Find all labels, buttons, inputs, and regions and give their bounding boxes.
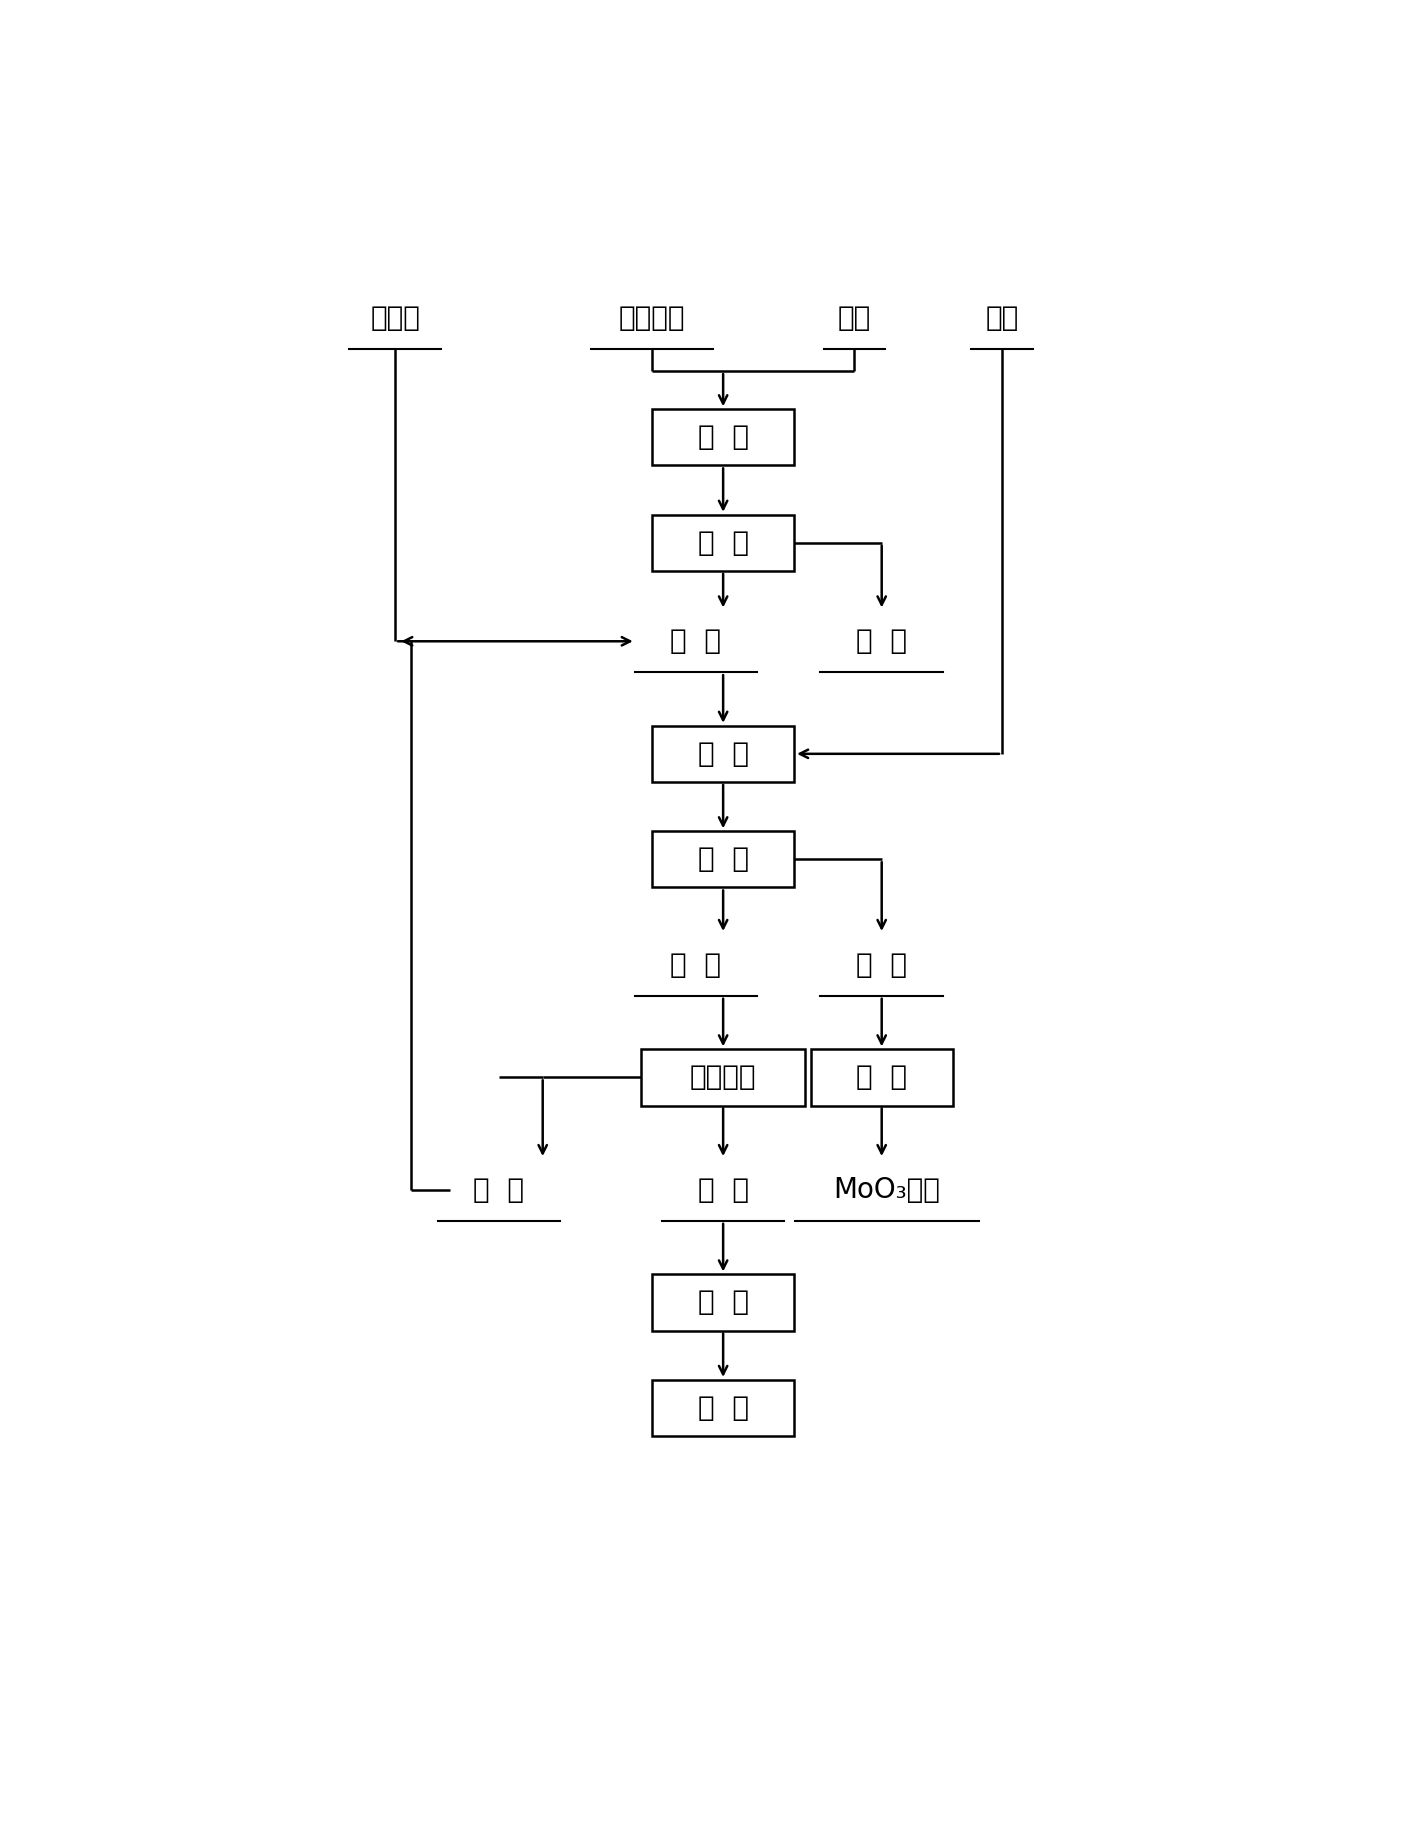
Text: MoO₃产品: MoO₃产品 — [834, 1177, 941, 1204]
Bar — [652, 409, 794, 466]
Text: 过  滤: 过 滤 — [697, 528, 749, 557]
Bar — [811, 1049, 952, 1105]
Text: 中  和: 中 和 — [697, 1288, 749, 1317]
Text: 滤  液: 滤 液 — [670, 950, 721, 979]
Bar — [652, 831, 794, 888]
Text: 外  排: 外 排 — [697, 1394, 749, 1421]
Bar — [652, 515, 794, 570]
Text: 氨水: 氨水 — [985, 303, 1019, 333]
Text: 富  液: 富 液 — [474, 1177, 525, 1204]
Text: 离子交换: 离子交换 — [690, 1063, 756, 1091]
Text: 盐酸: 盐酸 — [838, 303, 871, 333]
Text: 中  和: 中 和 — [697, 740, 749, 767]
Text: 过  滤: 过 滤 — [697, 846, 749, 873]
Text: 贫  液: 贫 液 — [697, 1177, 749, 1204]
Text: 浸  出: 浸 出 — [697, 424, 749, 451]
Bar — [652, 1275, 794, 1330]
Text: 焙  烧: 焙 烧 — [856, 1063, 907, 1091]
Text: 滤  液: 滤 液 — [670, 627, 721, 656]
Bar — [652, 725, 794, 782]
Bar — [652, 1379, 794, 1436]
Bar — [641, 1049, 806, 1105]
Text: 錨  矿: 錨 矿 — [856, 627, 907, 656]
Text: 馒鹨精矿: 馒鹨精矿 — [619, 303, 686, 333]
Text: 双氧水: 双氧水 — [370, 303, 420, 333]
Text: 滤  饼: 滤 饼 — [856, 950, 907, 979]
